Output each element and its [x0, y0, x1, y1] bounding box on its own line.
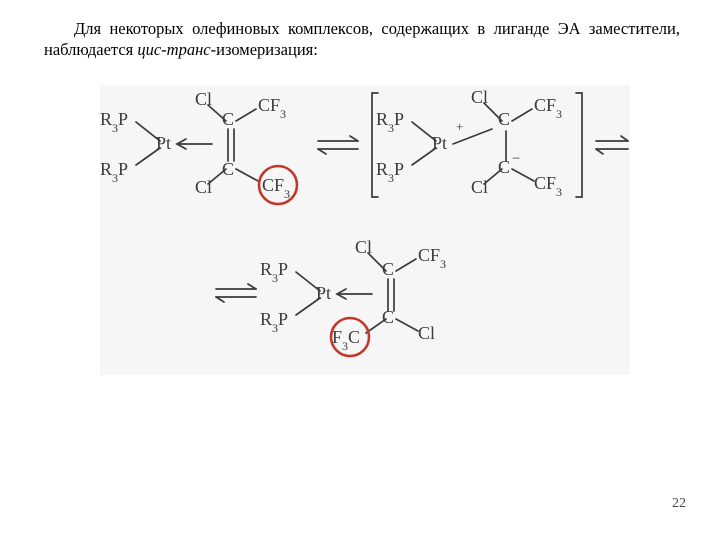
reaction-diagram: R3P R3P Pt Cl C CF3 C Cl CF3 R3P R3P Pt … — [100, 85, 630, 375]
para-suffix: изомеризация: — [216, 40, 318, 59]
s2-cf3-lower: CF3 — [534, 173, 562, 198]
s3-f3c: F3C — [332, 327, 360, 352]
s2-r3p-upper: R3P — [376, 109, 404, 134]
s2-c-upper: C — [498, 109, 510, 130]
s2-c-lower: C — [498, 157, 510, 178]
s1-cf3-upper: CF3 — [258, 95, 286, 120]
s1-cf3-lower: CF3 — [262, 175, 290, 200]
s3-cl-upper: Cl — [355, 237, 372, 258]
s2-cf3-upper: CF3 — [534, 95, 562, 120]
s2-cl-lower: Cl — [471, 177, 488, 198]
para-italic: цис-транс- — [137, 40, 216, 59]
s1-c-lower: C — [222, 159, 234, 180]
page-number: 22 — [672, 496, 686, 512]
s1-r3p-lower: R3P — [100, 159, 128, 184]
s2-plus: + — [456, 119, 463, 135]
s3-r3p-upper: R3P — [260, 259, 288, 284]
s3-c-upper: C — [382, 259, 394, 280]
s3-cl-lower: Cl — [418, 323, 435, 344]
s2-r3p-lower: R3P — [376, 159, 404, 184]
s1-cl-lower: Cl — [195, 177, 212, 198]
body-paragraph: Для некоторых олефиновых комплексов, сод… — [44, 18, 680, 60]
s3-r3p-lower: R3P — [260, 309, 288, 334]
s2-minus: − — [512, 151, 520, 168]
s3-c-lower: C — [382, 307, 394, 328]
s1-r3p-upper: R3P — [100, 109, 128, 134]
bonds-svg — [100, 85, 630, 375]
s3-pt: Pt — [316, 283, 331, 304]
s3-cf3-upper: CF3 — [418, 245, 446, 270]
s2-pt: Pt — [432, 133, 447, 154]
s1-pt: Pt — [156, 133, 171, 154]
s2-cl-upper: Cl — [471, 87, 488, 108]
s1-c-upper: C — [222, 109, 234, 130]
s1-cl-upper: Cl — [195, 89, 212, 110]
